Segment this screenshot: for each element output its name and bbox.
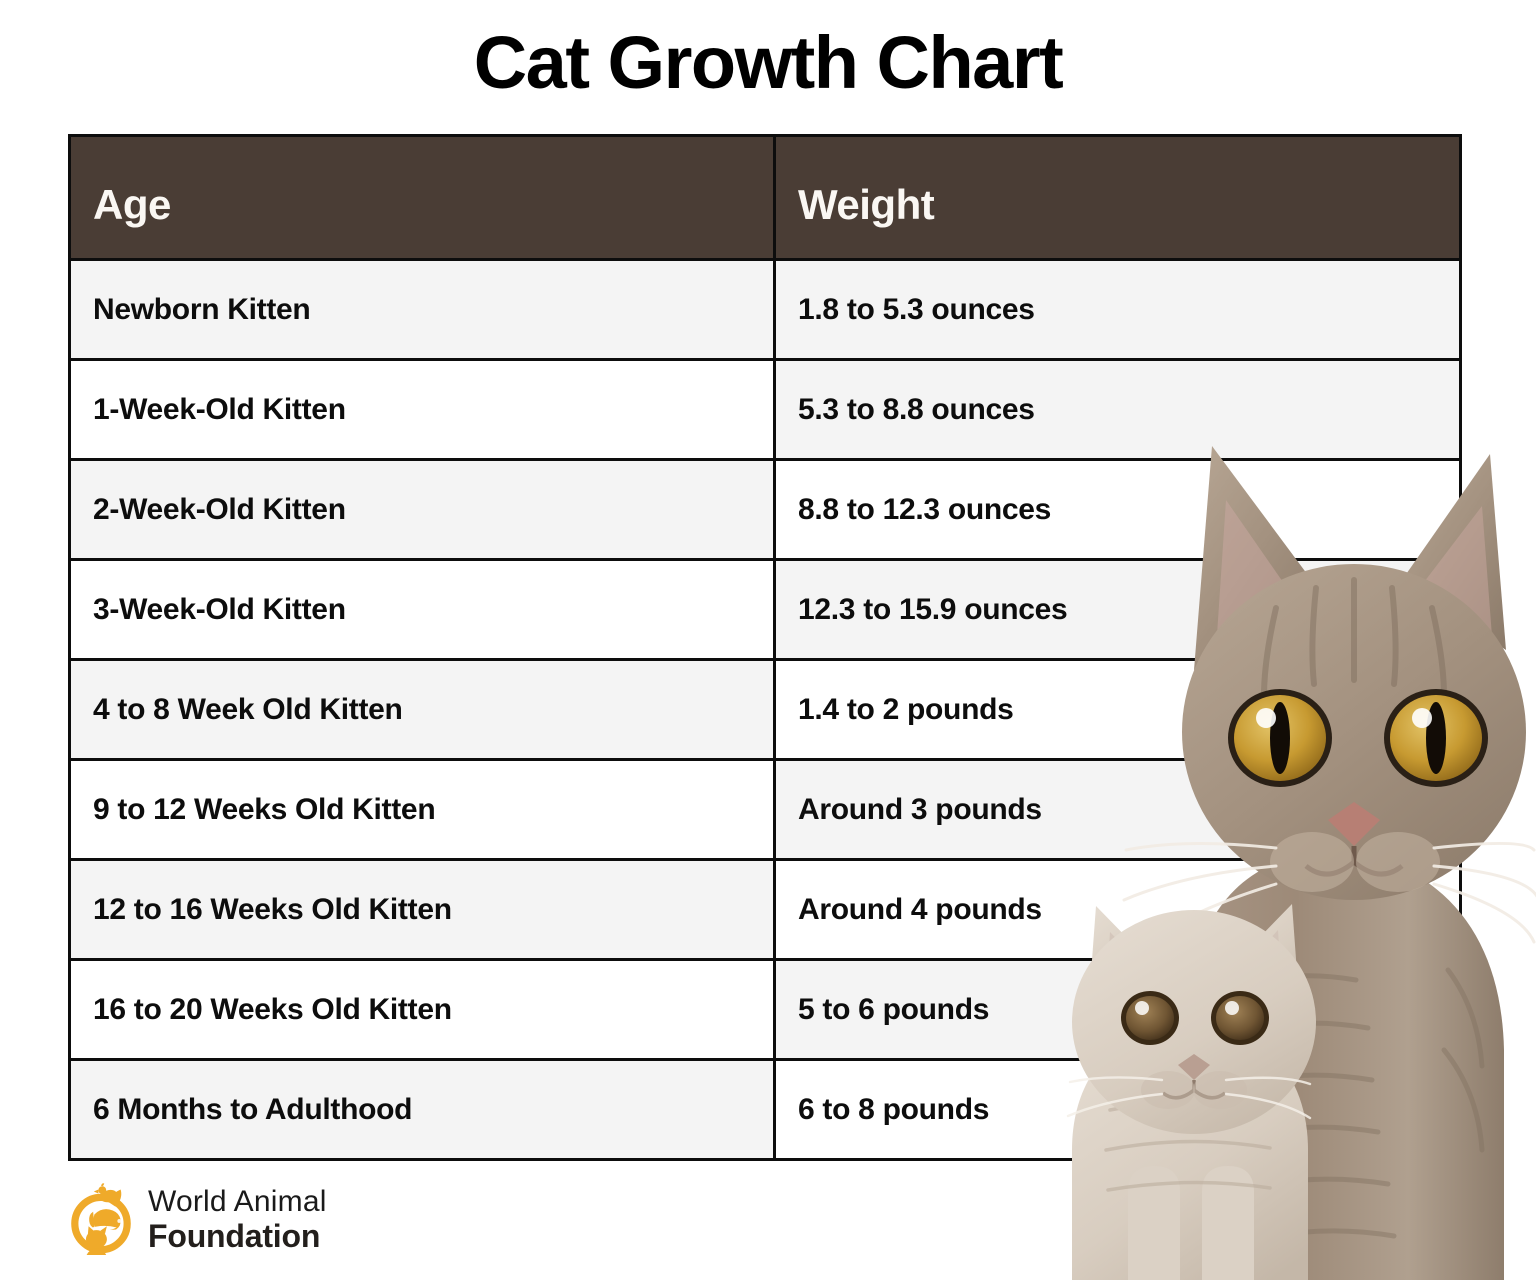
table-row: 3-Week-Old Kitten 12.3 to 15.9 ounces [68, 558, 1462, 661]
world-animal-foundation-logo: World Animal Foundation [68, 1183, 327, 1255]
cell-weight: 1.8 to 5.3 ounces [773, 258, 1462, 361]
logo-mark-icon [68, 1183, 134, 1255]
cell-weight: 12.3 to 15.9 ounces [773, 558, 1462, 661]
column-header-weight: Weight [773, 134, 1462, 261]
logo-wordmark: World Animal Foundation [148, 1184, 327, 1254]
cell-age: 16 to 20 Weeks Old Kitten [68, 958, 776, 1061]
logo-line-foundation: Foundation [148, 1217, 321, 1254]
table-body: Newborn Kitten 1.8 to 5.3 ounces 1-Week-… [68, 258, 1462, 1161]
cell-weight: 6 to 8 pounds [773, 1058, 1462, 1161]
column-header-age: Age [68, 134, 776, 261]
table-header-row: Age Weight [68, 134, 1462, 261]
cell-weight: Around 3 pounds [773, 758, 1462, 861]
cat-growth-table: Age Weight Newborn Kitten 1.8 to 5.3 oun… [68, 134, 1462, 1161]
cell-age: 4 to 8 Week Old Kitten [68, 658, 776, 761]
cell-weight: 5.3 to 8.8 ounces [773, 358, 1462, 461]
table-row: 1-Week-Old Kitten 5.3 to 8.8 ounces [68, 358, 1462, 461]
table-row: 16 to 20 Weeks Old Kitten 5 to 6 pounds [68, 958, 1462, 1061]
cell-age: 9 to 12 Weeks Old Kitten [68, 758, 776, 861]
page-title: Cat Growth Chart [473, 21, 1064, 104]
table-row: 6 Months to Adulthood 6 to 8 pounds [68, 1058, 1462, 1161]
cell-age: 3-Week-Old Kitten [68, 558, 776, 661]
cell-age: 6 Months to Adulthood [68, 1058, 776, 1161]
table-row: 9 to 12 Weeks Old Kitten Around 3 pounds [68, 758, 1462, 861]
logo-line-world-animal: World Animal [148, 1184, 327, 1218]
cell-age: 12 to 16 Weeks Old Kitten [68, 858, 776, 961]
table-header: Age Weight [68, 134, 1462, 261]
table-row: Newborn Kitten 1.8 to 5.3 ounces [68, 258, 1462, 361]
cell-weight: Around 4 pounds [773, 858, 1462, 961]
cell-age: 1-Week-Old Kitten [68, 358, 776, 461]
cell-weight: 5 to 6 pounds [773, 958, 1462, 1061]
cell-weight: 8.8 to 12.3 ounces [773, 458, 1462, 561]
cell-age: Newborn Kitten [68, 258, 776, 361]
table-row: 2-Week-Old Kitten 8.8 to 12.3 ounces [68, 458, 1462, 561]
table-row: 4 to 8 Week Old Kitten 1.4 to 2 pounds [68, 658, 1462, 761]
table-row: 12 to 16 Weeks Old Kitten Around 4 pound… [68, 858, 1462, 961]
cell-weight: 1.4 to 2 pounds [773, 658, 1462, 761]
cell-age: 2-Week-Old Kitten [68, 458, 776, 561]
